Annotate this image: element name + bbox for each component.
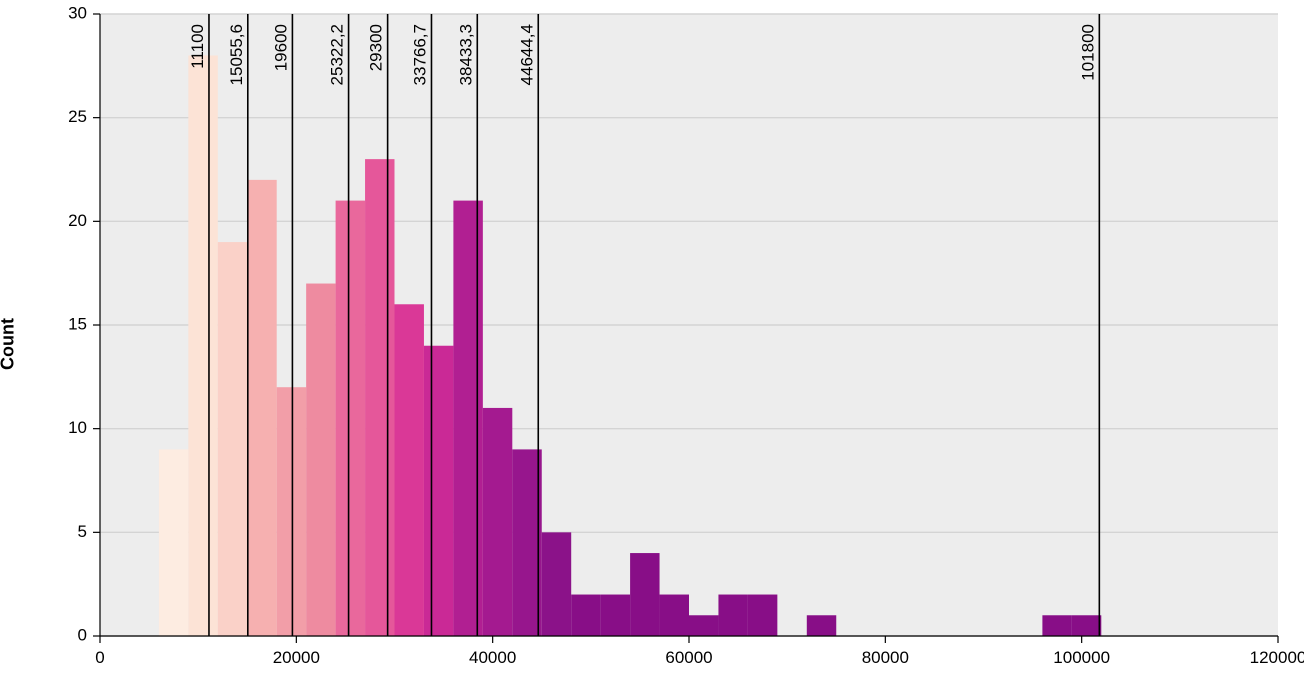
histogram-bar: [336, 201, 365, 636]
reference-line-label: 44644,4: [517, 24, 536, 85]
reference-line-label: 101800: [1078, 24, 1097, 81]
reference-line-label: 19600: [271, 24, 290, 71]
y-tick-label: 5: [78, 522, 87, 541]
histogram-chart: Count 11100 15055,6 19600 25322,2 29300 33766…: [0, 0, 1304, 688]
y-axis-label: Count: [0, 318, 19, 370]
histogram-bar: [424, 346, 453, 636]
histogram-bar: [571, 595, 600, 636]
x-tick-label: 60000: [665, 648, 712, 667]
y-tick-label: 20: [68, 211, 87, 230]
y-tick-label: 30: [68, 3, 87, 22]
x-tick-label: 100000: [1053, 648, 1110, 667]
reference-line-label: 15055,6: [227, 24, 246, 85]
y-tick-label: 25: [68, 107, 87, 126]
histogram-bar: [218, 242, 247, 636]
histogram-bar: [718, 595, 747, 636]
y-tick-label: 15: [68, 314, 87, 333]
histogram-bar: [1072, 615, 1101, 636]
chart-svg: 11100 15055,6 19600 25322,2 29300 33766,7 3843…: [0, 0, 1304, 688]
reference-line-label: 11100: [188, 24, 207, 69]
reference-line-label: 38433,3: [456, 24, 475, 85]
histogram-bar: [277, 387, 306, 636]
histogram-bar: [395, 304, 424, 636]
histogram-bar: [601, 595, 630, 636]
histogram-bar: [453, 201, 482, 636]
reference-line-label: 29300: [367, 24, 386, 71]
histogram-bar: [542, 532, 571, 636]
histogram-bar: [748, 595, 777, 636]
x-tick-label: 0: [95, 648, 104, 667]
histogram-bar: [689, 615, 718, 636]
reference-line-label: 25322,2: [328, 24, 347, 85]
histogram-bar: [365, 159, 394, 636]
histogram-bar: [306, 284, 335, 636]
histogram-bar: [630, 553, 659, 636]
y-tick-label: 0: [78, 625, 87, 644]
x-tick-label: 80000: [862, 648, 909, 667]
x-tick-label: 20000: [273, 648, 320, 667]
histogram-bar: [512, 449, 541, 636]
histogram-bar: [807, 615, 836, 636]
histogram-bar: [247, 180, 276, 636]
histogram-bar: [159, 449, 188, 636]
y-tick-label: 10: [68, 418, 87, 437]
histogram-bar: [188, 55, 217, 636]
x-tick-label: 40000: [469, 648, 516, 667]
histogram-bar: [1042, 615, 1071, 636]
reference-line-label: 33766,7: [410, 24, 429, 85]
x-tick-label: 120000: [1250, 648, 1304, 667]
histogram-bar: [660, 595, 689, 636]
histogram-bar: [483, 408, 512, 636]
